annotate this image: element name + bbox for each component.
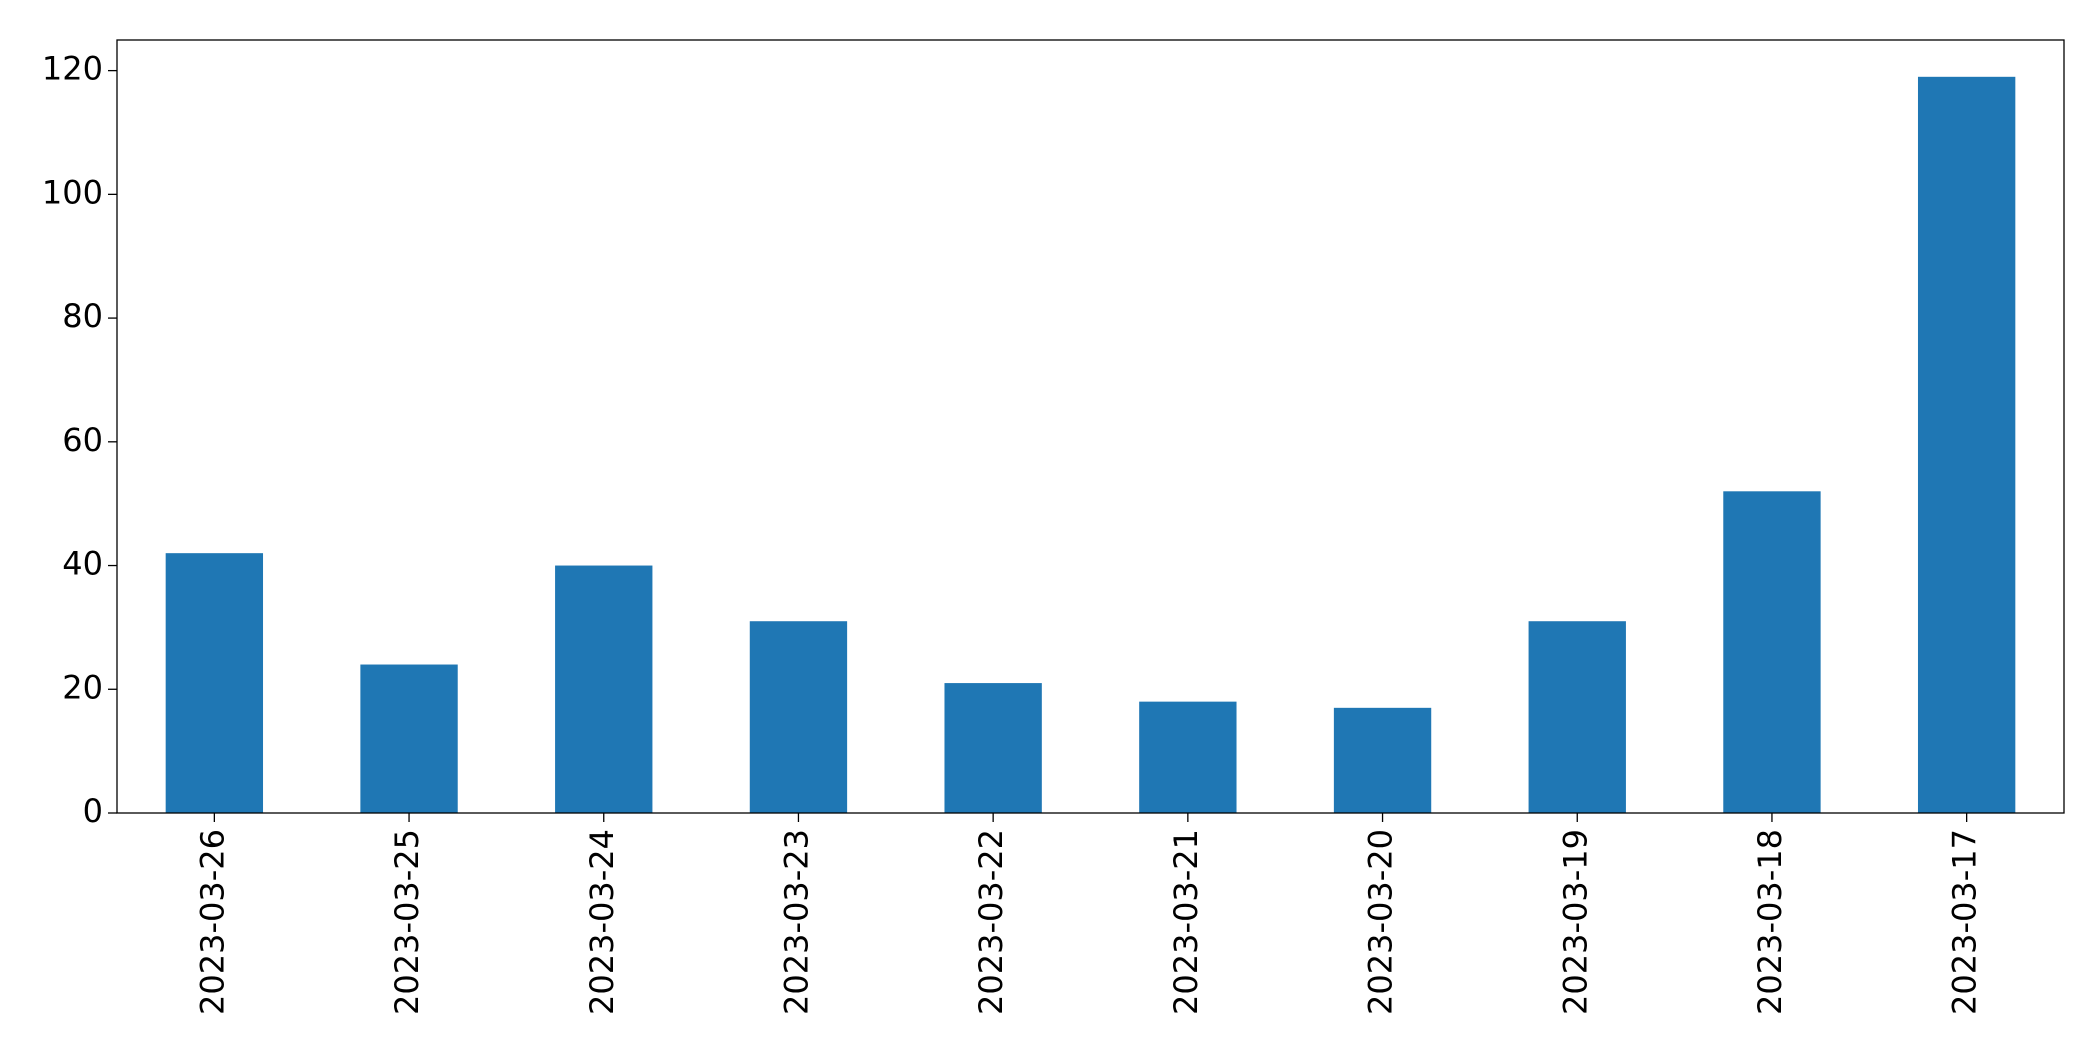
bar [749, 621, 848, 813]
bar [1139, 701, 1237, 813]
x-tick-label: 2023-03-24 [583, 829, 621, 1015]
bar [1333, 707, 1432, 813]
y-tick-label: 0 [83, 792, 103, 830]
bar [555, 565, 653, 813]
plot-frame [116, 39, 2065, 814]
bar [1917, 76, 2016, 814]
bar [1723, 491, 1821, 813]
x-tick-label: 2023-03-21 [1167, 829, 1205, 1015]
bar [360, 664, 458, 813]
y-tick-label: 100 [42, 173, 103, 211]
y-tick-label: 80 [62, 297, 103, 335]
x-tick-label: 2023-03-18 [1751, 829, 1789, 1015]
bar [165, 553, 264, 813]
x-tick-label: 2023-03-25 [388, 829, 426, 1015]
y-tick-label: 20 [62, 668, 103, 706]
x-tick-label: 2023-03-23 [777, 829, 815, 1015]
x-tick-label: 2023-03-19 [1556, 829, 1594, 1015]
bar [1528, 621, 1626, 813]
x-tick-label: 2023-03-26 [193, 829, 231, 1015]
x-tick-label: 2023-03-20 [1362, 829, 1400, 1015]
y-tick-label: 60 [62, 421, 103, 459]
x-tick-label: 2023-03-17 [1946, 829, 1984, 1015]
y-tick-label: 120 [42, 50, 103, 88]
bar [944, 683, 1042, 813]
x-tick-label: 2023-03-22 [972, 829, 1010, 1015]
y-tick-label: 40 [62, 545, 103, 583]
